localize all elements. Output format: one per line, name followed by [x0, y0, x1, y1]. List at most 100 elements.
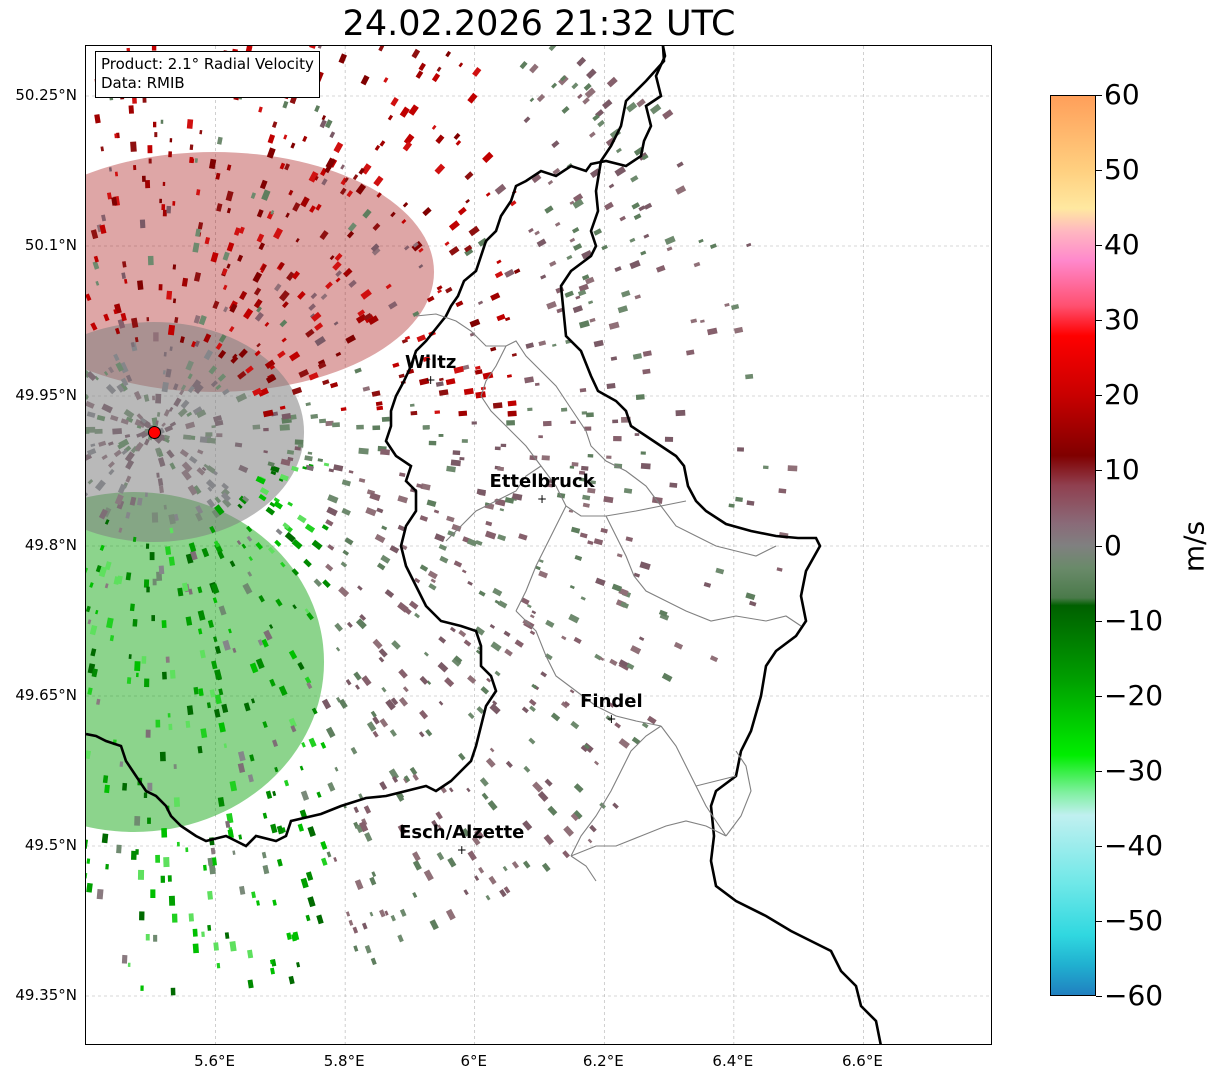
radar-echo [319, 230, 329, 240]
radar-echo [314, 175, 319, 181]
radar-echo [226, 164, 232, 171]
radar-echo [480, 686, 490, 695]
radar-echo [218, 605, 227, 616]
radar-echo [589, 131, 596, 138]
radar-echo [453, 366, 464, 374]
radar-echo [165, 546, 172, 556]
radar-echo [256, 342, 261, 348]
radar-echo [105, 383, 117, 395]
radar-echo [669, 482, 678, 488]
radar-echo [256, 209, 264, 218]
radar-echo [372, 730, 379, 738]
radar-echo [467, 850, 477, 861]
radar-echo [420, 483, 431, 491]
radar-echo [505, 760, 513, 768]
radar-echo [500, 443, 507, 448]
radar-echo [735, 496, 743, 503]
radar-echo [592, 114, 600, 122]
radar-echo [547, 805, 558, 816]
radar-echo [192, 242, 200, 253]
radar-echo [387, 114, 394, 121]
radar-echo [403, 775, 411, 783]
radar-echo [113, 449, 122, 458]
radar-echo [133, 165, 137, 171]
radar-echo [543, 834, 555, 846]
radar-echo [608, 321, 620, 330]
luxembourg-national-border [86, 46, 667, 848]
radar-echo [332, 422, 340, 428]
radar-echo [134, 441, 144, 452]
radar-echo [146, 317, 150, 322]
radar-echo [569, 237, 576, 243]
radar-echo [137, 869, 145, 880]
radar-echo [156, 472, 160, 478]
radar-echo [412, 310, 420, 317]
radar-echo [298, 369, 310, 378]
radar-echo [162, 671, 167, 680]
radar-echo [188, 588, 193, 595]
radar-echo [147, 782, 153, 791]
radar-echo [523, 765, 531, 773]
radar-echo [247, 979, 254, 989]
radar-echo [357, 309, 366, 317]
radar-echo [379, 909, 386, 918]
radar-echo [612, 802, 619, 810]
radar-echo [587, 300, 594, 305]
radar-echo [129, 603, 135, 612]
radar-echo [317, 362, 327, 370]
radar-echo [469, 318, 481, 328]
radar-echo [252, 387, 263, 397]
radar-echo [536, 93, 546, 103]
radar-echo [707, 327, 718, 336]
radar-echo [317, 458, 324, 463]
radar-echo [181, 461, 193, 473]
radar-echo [381, 416, 390, 422]
radar-echo [192, 485, 202, 495]
radar-echo [243, 702, 251, 712]
radar-echo [431, 819, 439, 828]
radar-echo [575, 295, 581, 300]
radar-echo [521, 706, 529, 714]
radar-echo [370, 243, 380, 252]
radar-echo [539, 559, 544, 564]
radar-echo [258, 493, 267, 502]
radar-echo [209, 525, 216, 534]
radar-echo [269, 959, 274, 965]
radar-echo [646, 715, 657, 725]
radar-echo [354, 879, 364, 891]
radar-echo [399, 472, 406, 477]
colorbar-tickmark [1096, 95, 1102, 96]
radar-echo [104, 519, 110, 525]
radar-echo [541, 455, 550, 461]
radar-echo [121, 449, 128, 455]
radar-echo [291, 386, 303, 396]
radar-echo [737, 447, 744, 452]
radar-echo [166, 449, 175, 459]
radar-echo [464, 171, 474, 181]
radar-echo [474, 626, 485, 636]
radar-echo [86, 293, 92, 302]
radar-echo [572, 305, 583, 314]
radar-echo [283, 779, 290, 787]
radar-echo [616, 553, 623, 558]
radar-echo [99, 544, 105, 551]
radar-echo [186, 411, 193, 417]
radar-echo [272, 121, 278, 128]
radar-echo [226, 242, 235, 252]
radar-echo [374, 533, 386, 544]
radar-echo [237, 503, 243, 509]
radar-echo [578, 470, 586, 475]
radar-echo [270, 823, 278, 834]
radar-echo [419, 377, 430, 386]
radar-echo [389, 729, 397, 737]
radar-echo [237, 254, 244, 262]
radar-echo [419, 675, 429, 685]
radar-echo [359, 821, 369, 833]
radar-echo [207, 619, 214, 628]
radar-echo [117, 483, 127, 494]
radar-echo [577, 289, 587, 297]
radar-echo [217, 349, 227, 359]
radar-clutter-core [86, 322, 304, 542]
radar-echo [397, 601, 409, 613]
radar-echo [98, 440, 107, 447]
